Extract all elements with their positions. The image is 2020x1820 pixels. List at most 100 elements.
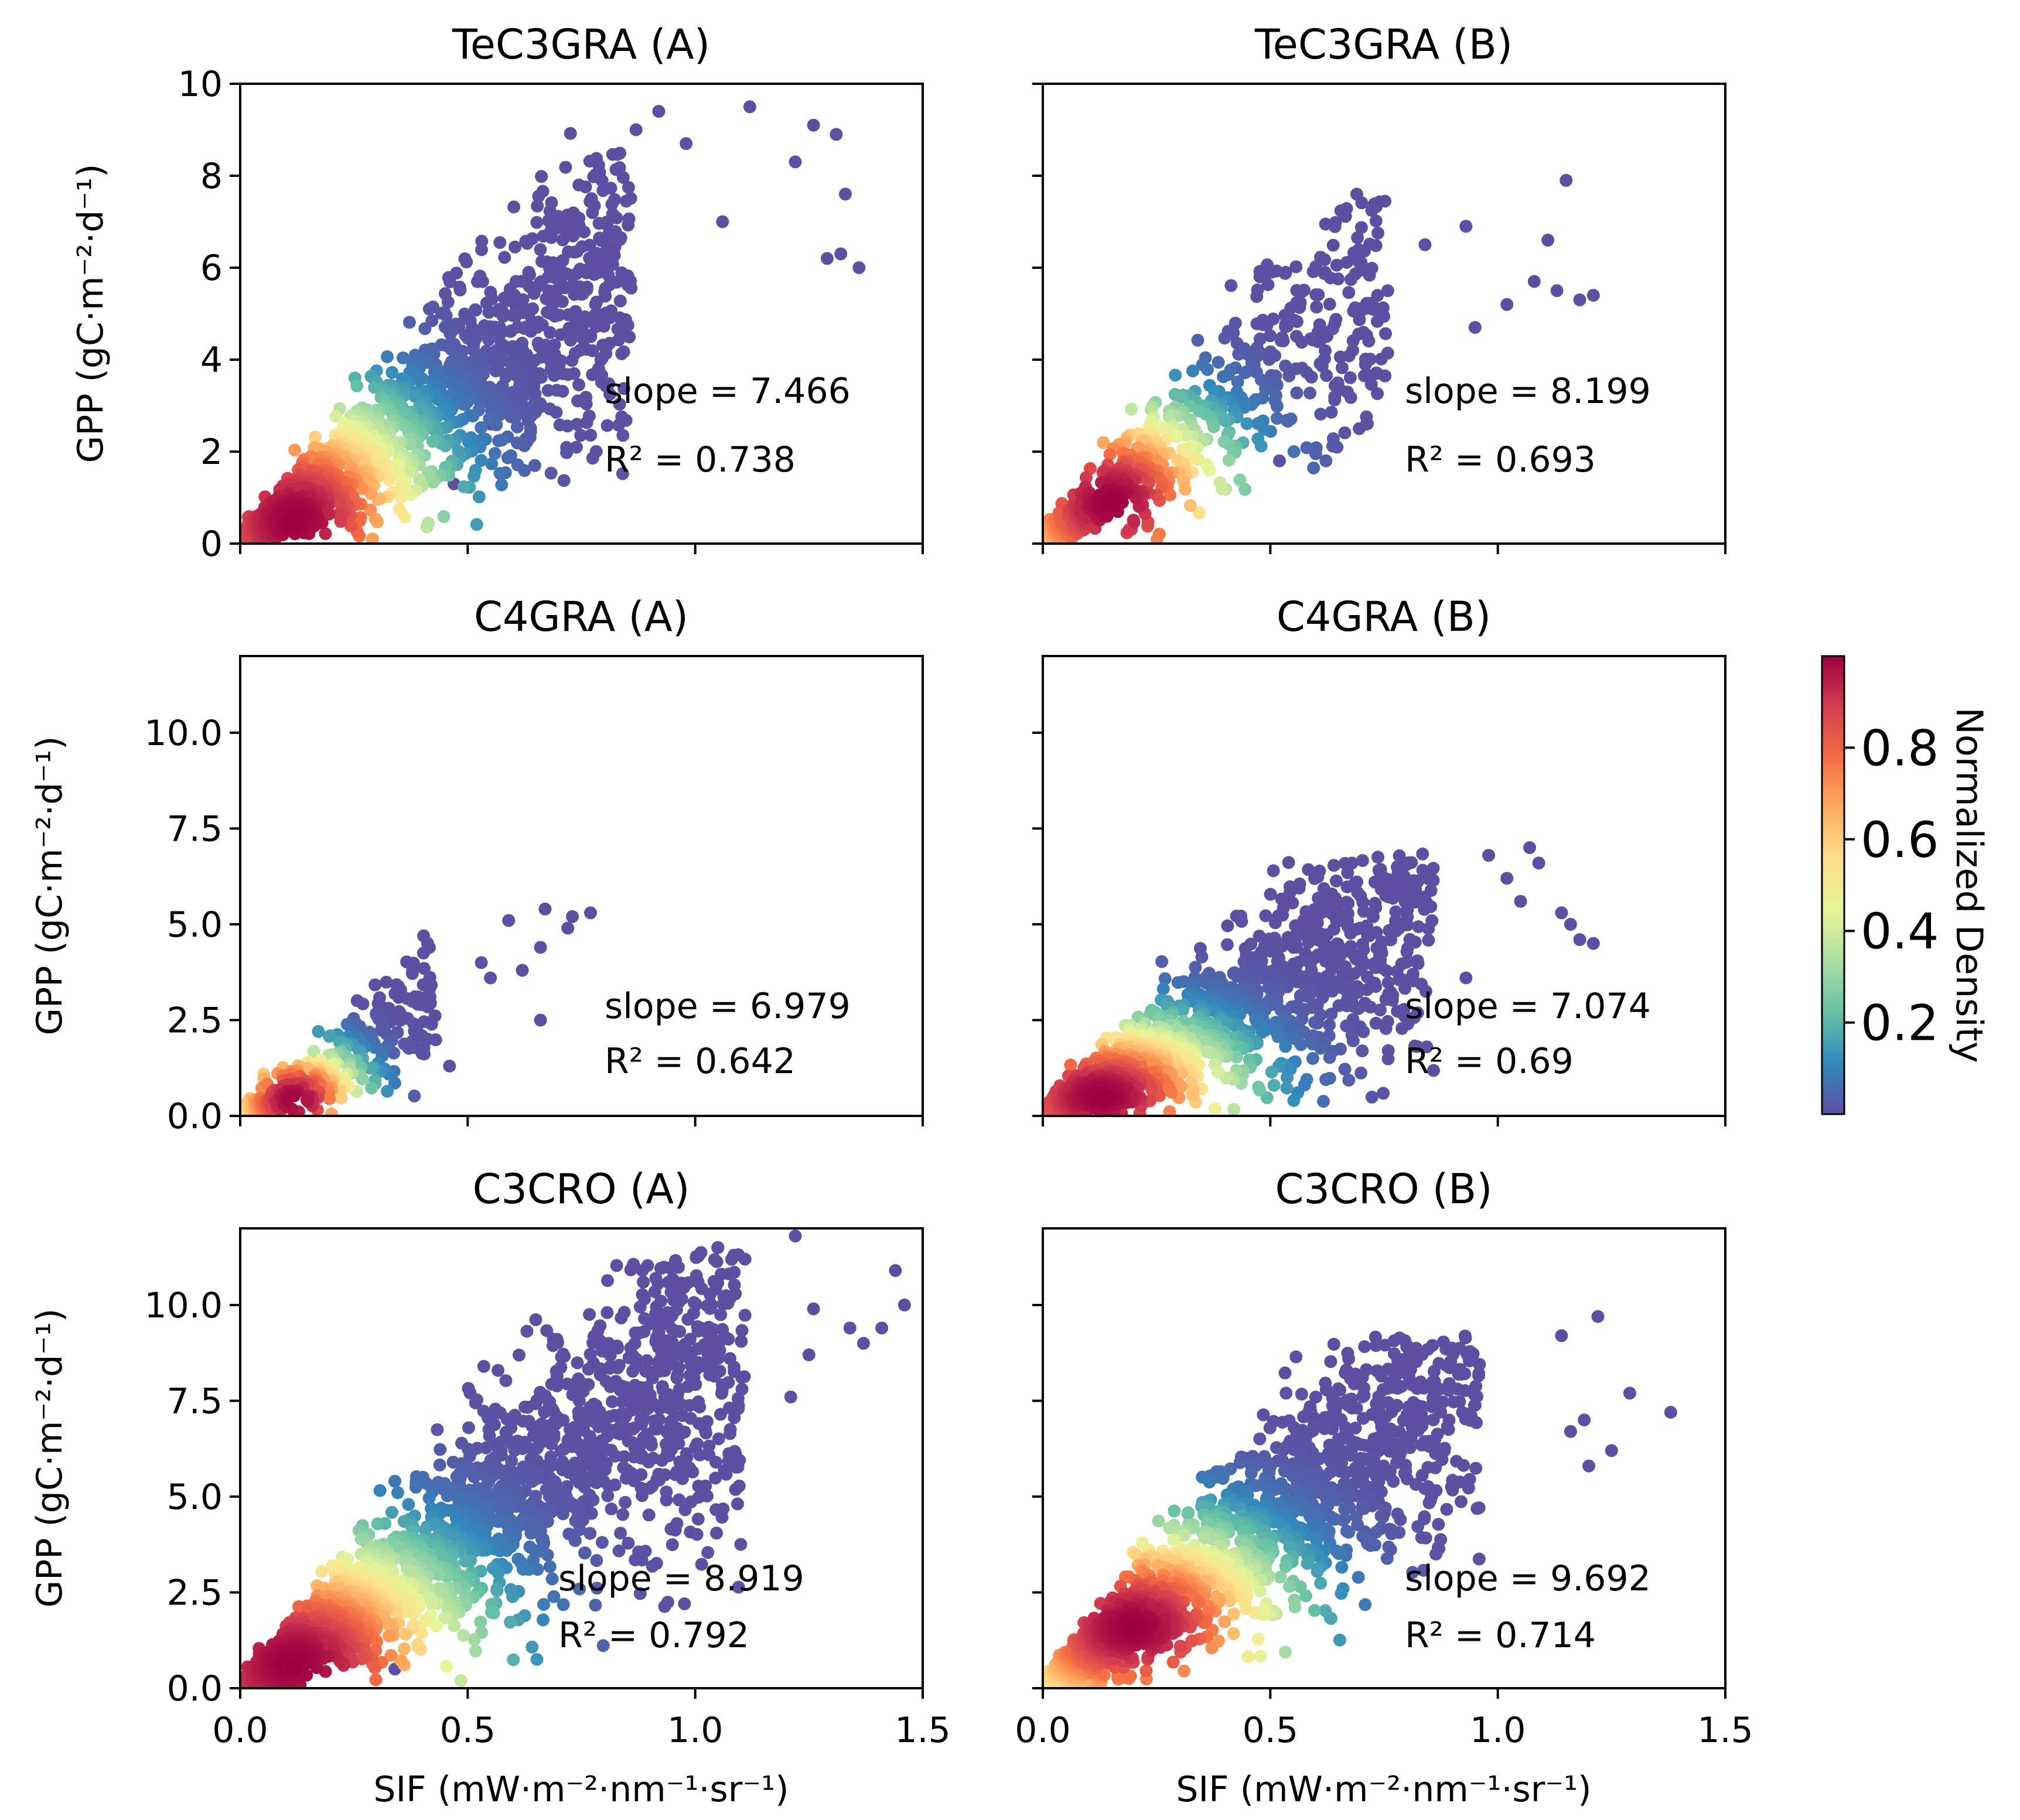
scatter-point — [693, 1401, 707, 1413]
scatter-point — [1379, 327, 1392, 340]
scatter-point — [603, 1348, 617, 1362]
scatter-point — [1212, 356, 1225, 369]
scatter-point — [516, 964, 529, 977]
scatter-point — [619, 1471, 633, 1485]
scatter-point — [484, 1606, 498, 1619]
scatter-point — [616, 467, 629, 480]
scatter-point — [373, 1484, 387, 1497]
scatter-point — [617, 1461, 630, 1474]
y-tick-label: 6 — [200, 248, 223, 289]
scatter-point — [610, 1259, 623, 1272]
scatter-point — [611, 322, 625, 336]
scatter-point — [596, 184, 610, 197]
scatter-point — [583, 155, 596, 168]
scatter-point — [1346, 1034, 1360, 1047]
scatter-point — [1346, 334, 1360, 347]
scatter-point — [586, 1493, 600, 1507]
panel-title: C4GRA (A) — [474, 593, 688, 641]
scatter-point — [830, 128, 843, 141]
scatter-point — [690, 1251, 703, 1264]
scatter-points — [240, 902, 597, 1116]
scatter-point — [603, 1380, 617, 1394]
scatter-point — [493, 467, 507, 480]
scatter-point — [622, 180, 635, 194]
scatter-point — [1227, 1102, 1240, 1116]
scatter-point — [572, 378, 585, 391]
scatter-point — [1371, 851, 1384, 864]
scatter-point — [532, 190, 545, 203]
scatter-point — [1564, 917, 1577, 931]
scatter-point — [1264, 329, 1277, 343]
scatter-point — [418, 322, 432, 336]
scatter-point — [1362, 334, 1376, 348]
scatter-point — [523, 1540, 537, 1553]
scatter-point — [586, 206, 599, 219]
scatter-point — [469, 1396, 482, 1409]
scatter-point — [1332, 999, 1346, 1012]
scatter-point — [680, 137, 693, 151]
scatter-point — [1218, 332, 1231, 345]
y-axis-label: GPP (gC·m⁻²·d⁻¹) — [29, 736, 70, 1036]
scatter-point — [548, 369, 561, 382]
slope-annotation: slope = 8.199 — [1405, 371, 1651, 412]
scatter-point — [1371, 289, 1384, 302]
scatter-point — [1550, 284, 1564, 298]
scatter-point — [408, 1090, 421, 1102]
scatter-point — [441, 1489, 454, 1503]
scatter-point — [457, 1628, 470, 1642]
scatter-point — [332, 507, 346, 521]
scatter-point — [1255, 1026, 1269, 1039]
scatter-point — [557, 474, 571, 487]
scatter-point — [615, 1312, 628, 1324]
scatter-point — [1127, 514, 1140, 527]
scatter-point — [709, 1456, 722, 1469]
scatter-point — [617, 382, 630, 395]
scatter-point — [1221, 919, 1234, 933]
scatter-point — [1310, 301, 1323, 314]
scatter-point — [404, 488, 418, 501]
scatter-point — [1354, 221, 1368, 234]
scatter-point — [453, 284, 467, 297]
scatter-point — [1338, 1063, 1352, 1076]
scatter-point — [1381, 1052, 1395, 1066]
scatter-point — [616, 170, 630, 184]
scatter-point — [601, 1274, 614, 1288]
scatter-point — [678, 1597, 691, 1610]
scatter-point — [613, 311, 627, 325]
scatter-point — [1287, 941, 1300, 954]
scatter-point — [1200, 976, 1214, 990]
scatter-point — [606, 1395, 619, 1408]
scatter-point — [1231, 375, 1244, 388]
scatter-point — [489, 364, 503, 378]
scatter-point — [509, 240, 522, 254]
scatter-point — [580, 416, 593, 429]
scatter-point — [1355, 196, 1369, 210]
scatter-point — [629, 1553, 642, 1566]
scatter-point — [441, 295, 455, 309]
scatter-point — [335, 1091, 348, 1105]
scatter-point — [1342, 897, 1355, 910]
scatter-point — [595, 1536, 609, 1549]
scatter-point — [571, 394, 584, 408]
scatter-point — [285, 514, 298, 527]
scatter-point — [1279, 359, 1292, 373]
scatter-point — [475, 421, 488, 434]
scatter-point — [1371, 226, 1384, 240]
scatter-point — [422, 1491, 436, 1505]
scatter-point — [572, 1394, 586, 1408]
scatter-point — [1335, 361, 1349, 374]
scatter-point — [568, 288, 581, 301]
scatter-point — [1250, 290, 1264, 303]
y-tick-label: 5.0 — [167, 904, 223, 945]
y-tick-label: 2 — [200, 432, 223, 473]
scatter-point — [422, 302, 436, 316]
scatter-point — [734, 1538, 748, 1551]
scatter-point — [1330, 258, 1343, 272]
scatter-point — [1374, 352, 1388, 366]
scatter-point — [640, 1354, 654, 1367]
scatter-point — [1555, 906, 1568, 920]
scatter-point — [564, 127, 577, 140]
scatter-point — [627, 1450, 641, 1464]
